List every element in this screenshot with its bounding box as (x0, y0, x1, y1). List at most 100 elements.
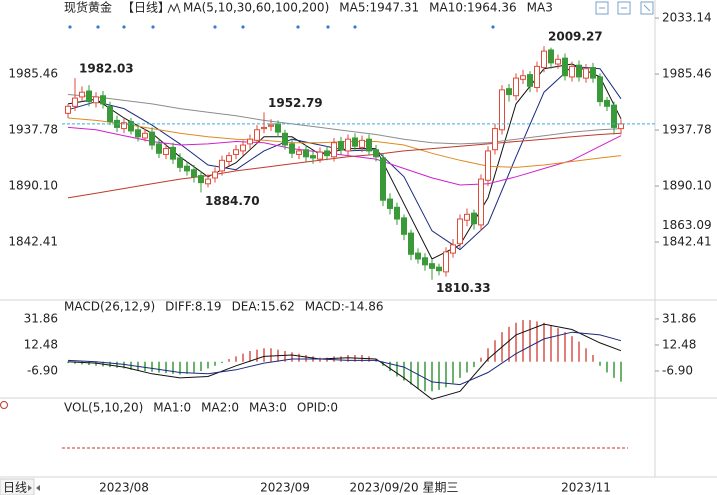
candle-body (618, 123, 624, 130)
candle-body (86, 90, 92, 103)
signal-dot (151, 25, 155, 29)
indicator-icon[interactable] (167, 2, 181, 14)
candle-body (408, 232, 414, 255)
macd-bar (263, 348, 265, 362)
candle-body (520, 75, 526, 80)
candle-body (352, 137, 358, 147)
candle-body (198, 175, 204, 184)
candle-body (457, 218, 463, 245)
y-tick-label: 12.48 (662, 337, 696, 351)
candle-body (422, 257, 428, 266)
macd-bar (515, 322, 517, 362)
candle-body (149, 131, 155, 146)
macd-bar (74, 361, 76, 364)
candle-body (450, 244, 456, 254)
y-tick-label: 1890.10 (662, 179, 712, 193)
candle-body (464, 213, 470, 221)
candle-body (534, 65, 540, 89)
candle-body (303, 149, 309, 158)
signal-dot (213, 25, 217, 29)
macd-bar (95, 361, 97, 366)
candle-body (443, 251, 449, 273)
icon-button[interactable] (640, 1, 654, 15)
candle-body (317, 151, 323, 160)
button-arrow (28, 485, 32, 491)
macd-bar (550, 325, 552, 362)
icon-button[interactable] (595, 1, 609, 15)
line-series (67, 94, 622, 145)
marker-icon[interactable] (0, 401, 8, 409)
candle-body (212, 171, 218, 179)
candle-body (380, 157, 386, 201)
macd-bar (564, 332, 566, 362)
macd-bar (592, 355, 594, 362)
macd-bar (242, 353, 244, 362)
macd-bar (284, 350, 286, 362)
macd-bar (459, 361, 461, 378)
y-tick-label: 1937.78 (662, 123, 712, 137)
macd-bar (508, 326, 510, 362)
legend-entry: MA(5,10,30,60,100,200) (183, 1, 329, 15)
extreme-label: 1810.33 (436, 281, 491, 295)
y-tick-label: 1842.41 (8, 235, 58, 249)
macd-bar (571, 336, 573, 362)
legend-entry: MA2:0 (201, 401, 239, 415)
legend-entry: MACD(26,12,9) (64, 300, 155, 314)
macd-bar (599, 361, 601, 366)
candle-body (604, 99, 610, 107)
candle-body (65, 105, 71, 114)
signal-dot (241, 25, 245, 29)
extreme-label: 2009.27 (548, 30, 603, 44)
macd-bar (340, 356, 342, 362)
macd-bar (235, 356, 237, 362)
candle-body (394, 206, 400, 220)
macd-bar (536, 321, 538, 362)
macd-bar (172, 361, 174, 374)
macd-bar (424, 361, 426, 392)
macd-bar (529, 320, 531, 362)
macd-bar (389, 361, 391, 372)
macd-bar (445, 361, 447, 388)
macd-bar (123, 361, 125, 369)
macd-bar (473, 361, 475, 368)
macd-bar (256, 349, 258, 362)
candle-body (471, 212, 477, 225)
y-tick-label: 1985.46 (662, 67, 712, 81)
macd-bar (228, 359, 230, 362)
macd-bar (606, 361, 608, 373)
macd-bar (466, 361, 468, 373)
macd-bar (291, 352, 293, 362)
macd-bar (179, 361, 181, 375)
x-tick-label: 2023/08 (99, 481, 149, 495)
macd-bar (305, 355, 307, 362)
macd-bar (480, 357, 482, 362)
macd-bar (578, 341, 580, 362)
toolbar-icons[interactable] (595, 1, 654, 15)
y-tick-label: 1985.46 (8, 67, 58, 81)
macd-bar (221, 361, 223, 364)
extreme-label: 1982.03 (79, 62, 134, 76)
candle-body (555, 58, 561, 65)
candle-body (366, 138, 372, 152)
candle-body (492, 128, 498, 151)
period-button[interactable]: 日线 (0, 478, 40, 495)
button-arrow[interactable] (36, 485, 40, 491)
macd-bar (151, 361, 153, 372)
y-tick-label: 2033.14 (662, 11, 712, 25)
candle-body (569, 65, 575, 78)
signal-dot (491, 25, 495, 29)
macd-bar (438, 361, 440, 390)
button-label[interactable]: 日线 (3, 481, 27, 495)
candle-body (436, 266, 442, 272)
icon-button[interactable] (617, 1, 631, 15)
candle-body (261, 126, 267, 130)
candle-body (499, 89, 505, 131)
button-box[interactable] (0, 478, 35, 495)
candle-body (282, 132, 288, 146)
macd-bar (193, 361, 195, 373)
candle-body (100, 95, 106, 105)
macd-bar (494, 340, 496, 362)
extreme-label: 1884.70 (205, 194, 260, 208)
legend-entry: MA1:0 (153, 401, 191, 415)
candle-body (541, 50, 547, 69)
